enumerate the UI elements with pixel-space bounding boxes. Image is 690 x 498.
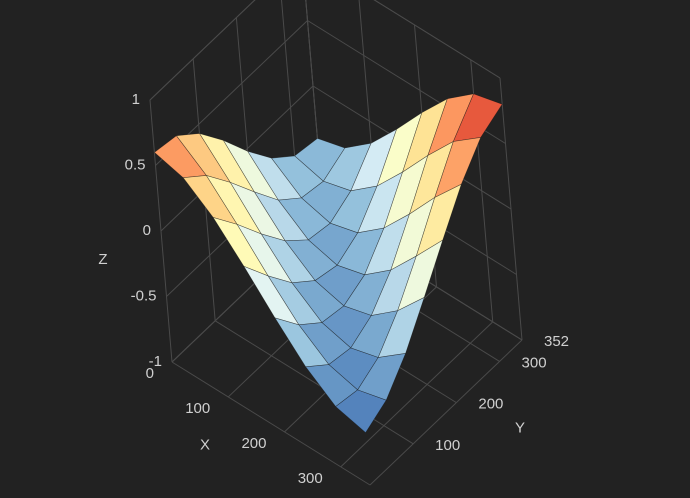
z-tick-label: -1: [149, 353, 162, 370]
x-tick-label: 0: [146, 365, 154, 382]
x-tick-label: 100: [185, 400, 210, 417]
y-tick-label: 300: [522, 354, 547, 371]
grid-line: [373, 0, 501, 79]
grid-line: [149, 0, 256, 101]
z-axis-title: Z: [98, 251, 107, 268]
axis-edge: [149, 0, 256, 101]
axis-edge: [373, 0, 501, 79]
grid-line: [340, 321, 494, 468]
y-axis-title: Y: [515, 419, 525, 436]
y-tick-label: 200: [478, 396, 503, 413]
x-tick-label: 200: [241, 435, 266, 452]
z-tick-label: 1: [132, 91, 140, 108]
z-tick-label: -0.5: [131, 287, 157, 304]
axis-edge: [369, 339, 523, 486]
surface-patch: [335, 389, 387, 434]
y-tick-label: 100: [435, 437, 460, 454]
z-tick-label: 0: [143, 222, 151, 239]
y-tick-label: 352: [544, 333, 569, 350]
axis-edge: [171, 361, 371, 486]
z-tick-label: 0.5: [125, 156, 146, 173]
x-tick-label: 300: [298, 470, 323, 487]
x-axis-title: X: [200, 436, 210, 453]
grid-line: [214, 320, 414, 445]
